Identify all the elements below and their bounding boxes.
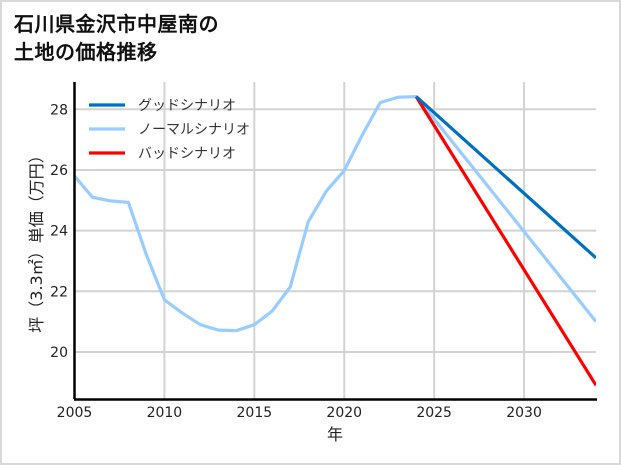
chart-title: 石川県金沢市中屋南の 土地の価格推移 — [14, 10, 219, 66]
x-tick-labels: 2005 2010 2015 2020 2025 2030 — [57, 405, 542, 421]
axes — [73, 82, 597, 401]
x-tick-label: 2025 — [416, 405, 452, 421]
x-tick-label: 2005 — [57, 405, 93, 421]
legend-label: バッドシナリオ — [138, 146, 236, 162]
legend-label: ノーマルシナリオ — [138, 122, 250, 138]
x-tick-label: 2030 — [506, 405, 542, 421]
series-line — [415, 95, 596, 260]
y-tick-labels: 20 22 24 26 28 — [50, 102, 68, 361]
chart-title-line-1: 石川県金沢市中屋南の — [14, 12, 219, 36]
y-tick-label: 24 — [50, 224, 68, 240]
x-tick-label: 2015 — [237, 405, 273, 421]
x-tick-label: 2010 — [147, 405, 183, 421]
y-tick-label: 22 — [50, 284, 68, 300]
x-axis-label: 年 — [327, 425, 343, 444]
y-tick-label: 26 — [50, 163, 68, 179]
x-tick-label: 2020 — [326, 405, 362, 421]
chart-title-line-2: 土地の価格推移 — [14, 40, 158, 64]
legend-label: グッドシナリオ — [138, 98, 236, 114]
y-tick-label: 20 — [50, 345, 68, 361]
y-axis-label: 坪（3.3㎡）単価（万円） — [27, 147, 46, 332]
data-series — [74, 94, 596, 387]
series-line — [74, 94, 596, 333]
y-tick-label: 28 — [50, 102, 68, 118]
series-line — [414, 95, 596, 387]
